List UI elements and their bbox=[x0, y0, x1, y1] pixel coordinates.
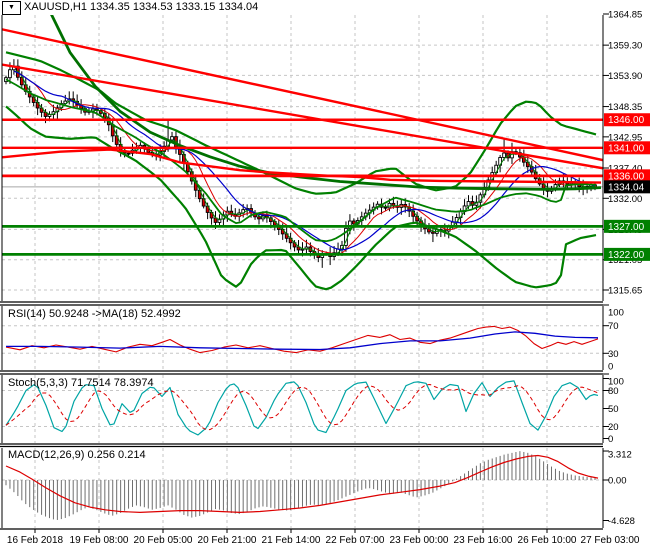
price-tag-1327.00[interactable]: 1327.00 bbox=[608, 222, 645, 233]
price-scale-label: 1315.65 bbox=[608, 286, 642, 297]
date-label: 21 Feb 14:00 bbox=[262, 535, 321, 546]
price-tag-1341.00-bg[interactable] bbox=[604, 141, 650, 155]
price-scale-label: 1337.40 bbox=[608, 163, 642, 174]
price-tag-1336.00-bg[interactable] bbox=[604, 169, 650, 183]
indicator-scale-label: 50 bbox=[608, 404, 619, 415]
stoch-main-line bbox=[5, 380, 599, 436]
rsi-ma-line bbox=[6, 331, 599, 351]
price-tag-1346.00[interactable]: 1346.00 bbox=[608, 115, 645, 126]
indicator-scale-label: 20 bbox=[608, 422, 619, 433]
macd-legend: MACD(12,26,9) 0.256 0.214 bbox=[8, 449, 146, 461]
indicator-scale-label: 0 bbox=[608, 362, 613, 373]
date-label: 22 Feb 07:00 bbox=[326, 535, 385, 546]
date-label: 19 Feb 08:00 bbox=[70, 535, 129, 546]
candle-body bbox=[431, 231, 435, 234]
date-label: 26 Feb 10:00 bbox=[518, 535, 577, 546]
thin-ma-line bbox=[13, 70, 596, 255]
indicator-scale-label: 0 bbox=[608, 434, 613, 445]
indicator-scale-label: 100 bbox=[608, 377, 624, 388]
date-label: 16 Feb 2018 bbox=[7, 535, 64, 546]
candle-body bbox=[502, 152, 506, 158]
price-scale-label: 1364.85 bbox=[608, 10, 642, 21]
candle-body bbox=[383, 206, 388, 209]
price-scale-label: 1353.90 bbox=[608, 71, 642, 82]
price-scale-label: 1348.35 bbox=[608, 102, 642, 113]
indicator-scale-label: 80 bbox=[608, 386, 619, 397]
stoch-panel bbox=[2, 375, 603, 443]
price-scale[interactable]: 1364.85 1359.30 1353.90 1348.35 1342.95 1337.… bbox=[603, 10, 650, 527]
stoch-legend: Stoch(5,3,3) 71.7514 78.3974 bbox=[8, 377, 154, 389]
price-scale-label: 1342.95 bbox=[608, 132, 642, 143]
date-label: 20 Feb 21:00 bbox=[198, 535, 257, 546]
price-scale-label: 1332.00 bbox=[608, 194, 642, 205]
candle-body bbox=[170, 136, 174, 141]
trendline-1[interactable] bbox=[0, 28, 603, 162]
price-tag-1341.00[interactable]: 1341.00 bbox=[608, 143, 645, 154]
price-tag-1322.00-bg[interactable] bbox=[604, 247, 650, 261]
price-tag-1327.00-bg[interactable] bbox=[604, 219, 650, 233]
current-price-tag-bg[interactable] bbox=[604, 180, 650, 194]
rsi-line bbox=[5, 325, 599, 354]
thin-ma-line bbox=[13, 70, 596, 256]
chart-title-ohlc: XAUUSD,H1 1334.35 1334.53 1333.15 1334.0… bbox=[24, 1, 259, 13]
band-lower-line bbox=[5, 105, 597, 291]
indicator-scale-label: -4.628 bbox=[608, 516, 635, 527]
candle-body bbox=[257, 216, 261, 220]
indicator-scale-label: 70 bbox=[608, 321, 619, 332]
price-scale-label: 1359.30 bbox=[608, 41, 642, 52]
macd-panel bbox=[2, 448, 603, 528]
stoch-signal-line bbox=[5, 384, 599, 431]
candle-body bbox=[126, 152, 131, 155]
date-label: 20 Feb 05:00 bbox=[134, 535, 193, 546]
date-label: 23 Feb 00:00 bbox=[390, 535, 449, 546]
candle-body bbox=[8, 69, 12, 79]
trendline-2[interactable] bbox=[0, 63, 603, 170]
price-tag-1346.00-bg[interactable] bbox=[604, 113, 650, 127]
indicator-scale-label: 30 bbox=[608, 349, 619, 360]
price-tag-1336.00[interactable]: 1336.00 bbox=[608, 171, 645, 182]
price-tag-1322.00[interactable]: 1322.00 bbox=[608, 250, 645, 261]
candle-body bbox=[300, 248, 305, 251]
thin-ma-line bbox=[13, 70, 596, 251]
time-scale[interactable]: 16 Feb 2018 19 Feb 08:00 20 Feb 05:00 20 Fe… bbox=[7, 529, 640, 546]
symbol-dropdown-icon[interactable]: ▼ bbox=[2, 1, 21, 15]
main-panel bbox=[0, 15, 603, 301]
red-ma-curve bbox=[2, 148, 602, 184]
rsi-panel bbox=[2, 306, 603, 370]
indicator-scale-label: 100 bbox=[608, 308, 624, 319]
rsi-legend: RSI(14) 50.9248 ->MA(18) 52.4992 bbox=[8, 308, 181, 320]
indicator-scale-label: 3.312 bbox=[608, 450, 632, 461]
candle-body bbox=[217, 218, 222, 223]
candle-body bbox=[466, 201, 471, 207]
date-label: 27 Feb 03:00 bbox=[581, 535, 640, 546]
date-label: 23 Feb 16:00 bbox=[454, 535, 513, 546]
current-price-tag[interactable]: 1334.04 bbox=[608, 182, 645, 193]
band-middle-line bbox=[5, 78, 597, 243]
macd-signal-line bbox=[5, 454, 599, 513]
indicator-scale-label: 0.00 bbox=[608, 476, 627, 487]
chart-title-bar: ▼ XAUUSD,H1 1334.35 1334.53 1333.15 1334… bbox=[0, 0, 650, 15]
